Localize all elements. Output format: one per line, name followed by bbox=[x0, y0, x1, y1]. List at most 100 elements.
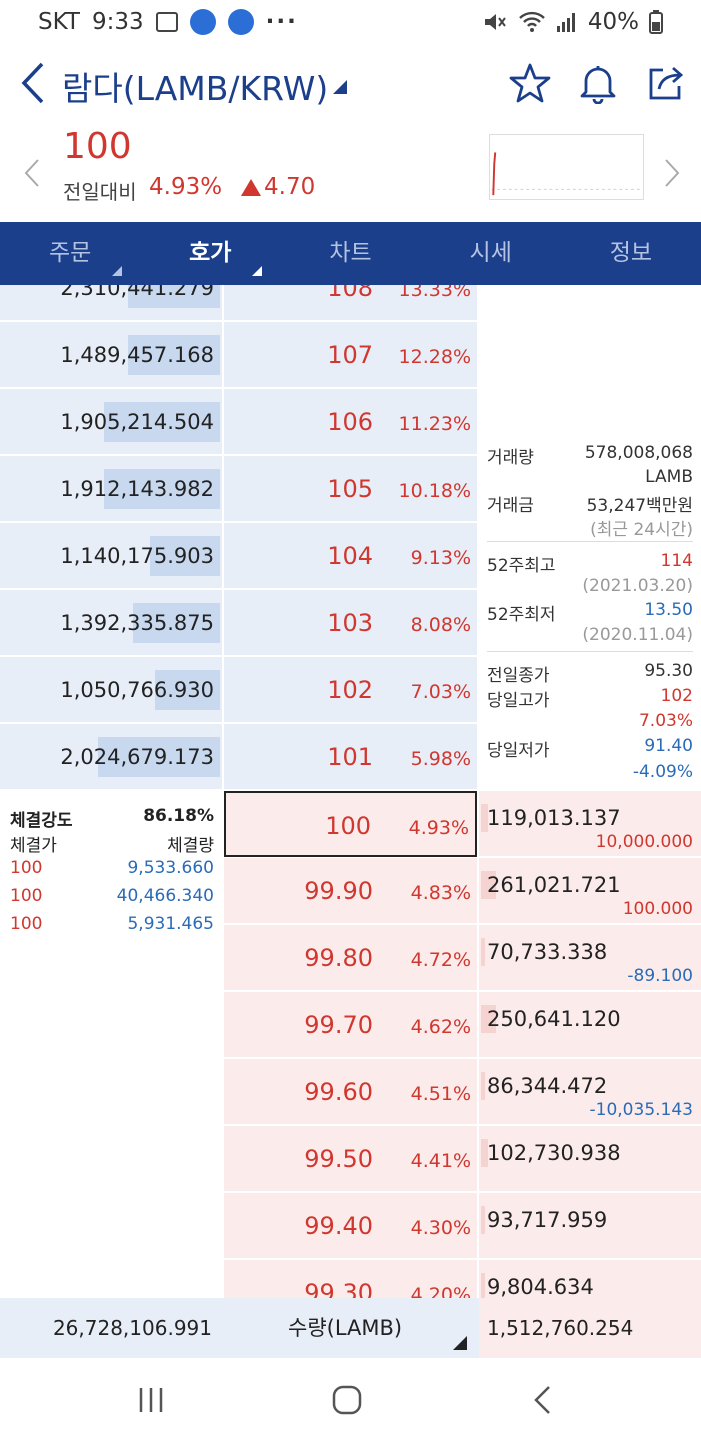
day-low-percent: -4.09% bbox=[632, 762, 693, 782]
bid-percent: 4.51% bbox=[410, 1083, 471, 1105]
bid-price-cell[interactable]: 99.80 4.72% bbox=[224, 925, 477, 991]
market-select-caret-icon[interactable] bbox=[333, 80, 347, 94]
ask-price: 103 bbox=[327, 609, 373, 637]
ask-qty-bar bbox=[150, 536, 220, 576]
ask-qty: 1,140,175.903 bbox=[60, 544, 214, 568]
home-icon[interactable] bbox=[327, 1382, 367, 1418]
ask-qty: 1,050,766.930 bbox=[60, 678, 214, 702]
bid-qty-cell: 102,730.938 bbox=[479, 1126, 701, 1192]
bid-price: 99.60 bbox=[304, 1078, 373, 1106]
ask-percent: 9.13% bbox=[410, 547, 471, 569]
back-arrow-icon[interactable] bbox=[18, 60, 48, 106]
day-low-label: 당일저가 bbox=[487, 741, 550, 761]
ask-row[interactable]: 1,050,766.930 102 7.03% bbox=[0, 657, 701, 723]
tab-0[interactable]: 주문 bbox=[0, 222, 140, 285]
ask-qty-cell: 1,489,457.168 bbox=[0, 322, 222, 388]
ask-row[interactable]: 1,912,143.982 105 10.18% bbox=[0, 456, 701, 522]
bid-row[interactable]: 99.80 4.72% 70,733.338 -89.100 bbox=[0, 925, 701, 991]
tab-3[interactable]: 시세 bbox=[421, 222, 561, 285]
bid-row[interactable]: 99.30 4.20% 9,804.634 bbox=[0, 1260, 701, 1298]
ask-price-cell[interactable]: 104 9.13% bbox=[224, 523, 477, 589]
ask-qty: 2,024,679.173 bbox=[60, 745, 214, 769]
previous-coin-arrow-icon[interactable] bbox=[22, 158, 42, 188]
bid-row[interactable]: 99.70 4.62% 250,641.120 bbox=[0, 992, 701, 1058]
low52-value: 13.50 bbox=[644, 600, 693, 620]
mute-icon bbox=[484, 14, 506, 30]
carrier-label: SKT bbox=[38, 9, 80, 35]
ask-qty-bar bbox=[128, 285, 220, 308]
tab-label: 주문 bbox=[48, 240, 92, 266]
ask-price-cell[interactable]: 106 11.23% bbox=[224, 389, 477, 455]
share-icon[interactable] bbox=[645, 62, 687, 104]
tab-label: 정보 bbox=[609, 240, 653, 266]
bid-price-cell[interactable]: 99.50 4.41% bbox=[224, 1126, 477, 1192]
bid-price-cell[interactable]: 100 4.93% bbox=[224, 791, 477, 857]
tab-bar: 주문 호가 차트 시세 정보 bbox=[0, 222, 701, 285]
tab-label: 호가 bbox=[189, 240, 232, 266]
bid-price-cell[interactable]: 99.70 4.62% bbox=[224, 992, 477, 1058]
bid-qty-change: 100.000 bbox=[622, 899, 693, 919]
trade-price: 100 bbox=[10, 858, 43, 878]
bid-price: 99.50 bbox=[304, 1145, 373, 1173]
more-notifications-icon: ··· bbox=[265, 9, 298, 35]
bid-qty-change: -89.100 bbox=[627, 966, 693, 986]
up-triangle-icon bbox=[241, 179, 261, 196]
bid-price-cell[interactable]: 99.40 4.30% bbox=[224, 1193, 477, 1259]
prev-close-value: 95.30 bbox=[644, 661, 693, 681]
bid-price: 99.40 bbox=[304, 1212, 373, 1240]
ask-qty: 1,489,457.168 bbox=[60, 343, 214, 367]
unit-selector[interactable]: 수량(LAMB) bbox=[224, 1298, 477, 1358]
trade-qty: 5,931.465 bbox=[127, 914, 214, 934]
app-notification-icon bbox=[189, 9, 216, 35]
ask-qty-cell: 1,392,335.875 bbox=[0, 590, 222, 656]
diff-percent: 4.93% bbox=[149, 174, 223, 200]
favorite-star-icon[interactable] bbox=[509, 62, 551, 104]
bid-qty-bar bbox=[481, 1139, 488, 1167]
next-coin-arrow-icon[interactable] bbox=[662, 158, 682, 188]
ask-price: 101 bbox=[327, 743, 373, 771]
bid-percent: 4.62% bbox=[410, 1016, 471, 1038]
ask-row[interactable]: 1,140,175.903 104 9.13% bbox=[0, 523, 701, 589]
bid-row[interactable]: 99.60 4.51% 86,344.472 -10,035.143 bbox=[0, 1059, 701, 1125]
bid-price-cell[interactable]: 99.30 4.20% bbox=[224, 1260, 477, 1298]
bid-row-current[interactable]: 100 4.93% 119,013.137 10,000.000 bbox=[0, 791, 701, 857]
ask-percent: 10.18% bbox=[398, 480, 471, 502]
ask-row[interactable]: 1,392,335.875 103 8.08% bbox=[0, 590, 701, 656]
ask-price-cell[interactable]: 101 5.98% bbox=[224, 724, 477, 790]
bid-row[interactable]: 99.50 4.41% 102,730.938 bbox=[0, 1126, 701, 1192]
ask-price-cell[interactable]: 103 8.08% bbox=[224, 590, 477, 656]
price-summary: 100 전일대비 4.93% 4.70 bbox=[0, 120, 701, 222]
ask-row[interactable]: 2,310,441.279 108 13.33% bbox=[0, 285, 701, 321]
tab-4[interactable]: 정보 bbox=[561, 222, 701, 285]
mini-price-chart[interactable] bbox=[489, 134, 644, 200]
system-back-icon[interactable] bbox=[523, 1382, 563, 1418]
bid-qty: 102,730.938 bbox=[487, 1141, 621, 1165]
alarm-bell-icon[interactable] bbox=[577, 62, 619, 104]
bid-row[interactable]: 99.40 4.30% 93,717.959 bbox=[0, 1193, 701, 1259]
recent-apps-icon[interactable] bbox=[131, 1382, 171, 1418]
bid-price-cell[interactable]: 99.90 4.83% bbox=[224, 858, 477, 924]
ask-qty-cell: 1,050,766.930 bbox=[0, 657, 222, 723]
bid-qty-bar bbox=[481, 1005, 497, 1033]
tab-1[interactable]: 호가 bbox=[140, 222, 280, 285]
ask-row[interactable]: 2,024,679.173 101 5.98% bbox=[0, 724, 701, 790]
ask-price-cell[interactable]: 108 13.33% bbox=[224, 285, 477, 321]
ask-price: 102 bbox=[327, 676, 373, 704]
system-nav-bar bbox=[0, 1358, 701, 1440]
bid-qty: 119,013.137 bbox=[487, 806, 621, 830]
ask-price: 104 bbox=[327, 542, 373, 570]
tab-2[interactable]: 차트 bbox=[280, 222, 420, 285]
ask-row[interactable]: 1,489,457.168 107 12.28% bbox=[0, 322, 701, 388]
bid-qty-bar bbox=[481, 1206, 486, 1234]
bid-qty-cell: 119,013.137 10,000.000 bbox=[479, 791, 701, 857]
ask-percent: 5.98% bbox=[410, 748, 471, 770]
ask-row[interactable]: 1,905,214.504 106 11.23% bbox=[0, 389, 701, 455]
ask-price-cell[interactable]: 105 10.18% bbox=[224, 456, 477, 522]
tab-caret-icon bbox=[112, 266, 123, 276]
market-title[interactable]: 람다(LAMB/KRW) bbox=[62, 69, 329, 108]
ask-qty: 2,310,441.279 bbox=[60, 285, 214, 300]
ask-price-cell[interactable]: 107 12.28% bbox=[224, 322, 477, 388]
bid-row[interactable]: 99.90 4.83% 261,021.721 100.000 bbox=[0, 858, 701, 924]
ask-price-cell[interactable]: 102 7.03% bbox=[224, 657, 477, 723]
bid-price-cell[interactable]: 99.60 4.51% bbox=[224, 1059, 477, 1125]
